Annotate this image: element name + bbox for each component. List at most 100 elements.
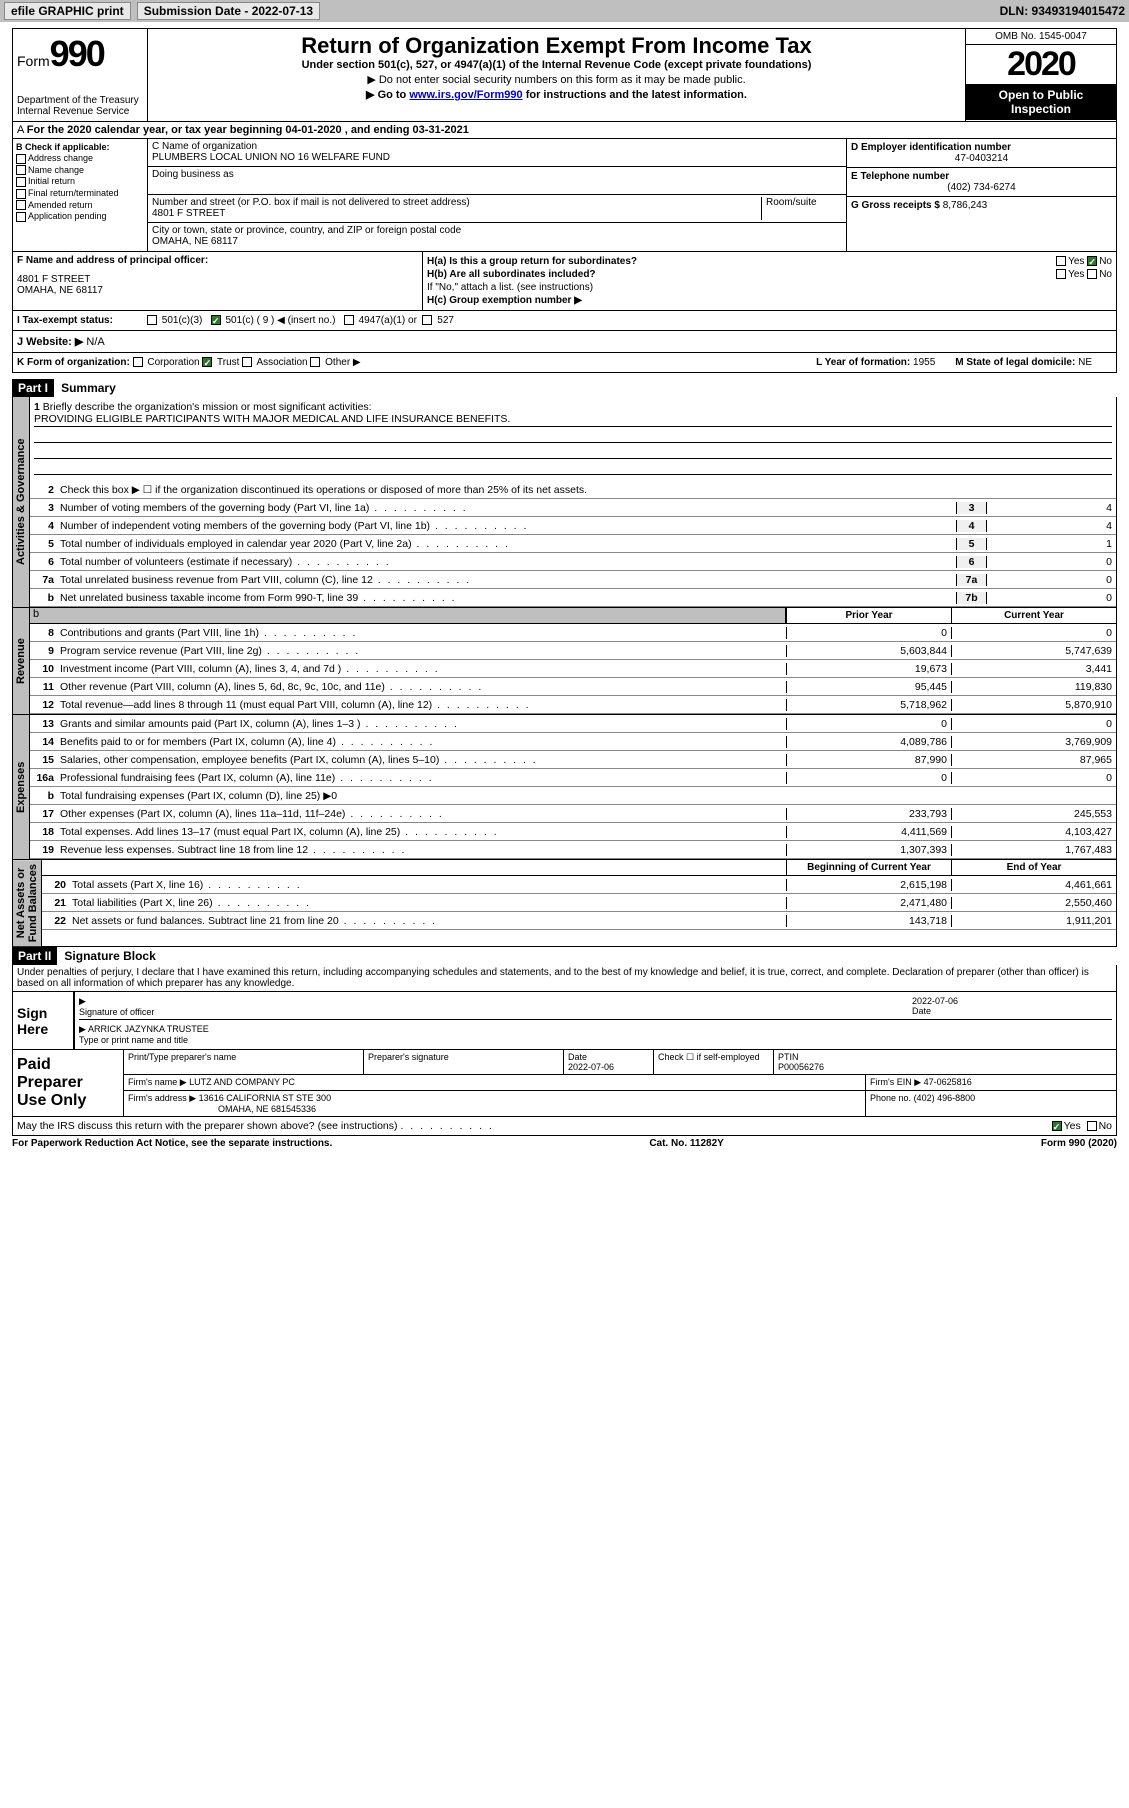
city-value: OMAHA, NE 68117 (152, 236, 842, 247)
chk-501c[interactable]: ✓ (211, 315, 221, 325)
officer-addr2: OMAHA, NE 68117 (17, 285, 418, 296)
sig-date-label: Date (912, 1006, 931, 1016)
e-label: E Telephone number (851, 171, 1112, 182)
chk-trust[interactable]: ✓ (202, 357, 212, 367)
chk-other[interactable] (310, 357, 320, 367)
sig-date-val: 2022-07-06 (912, 996, 958, 1006)
header-line2b: for instructions and the latest informat… (523, 89, 747, 101)
part2-header: Part II (12, 947, 57, 965)
ha-yes[interactable] (1056, 256, 1066, 266)
firm-ein: 47-0625816 (924, 1077, 972, 1087)
hc-label: H(c) Group exemption number ▶ (427, 294, 1112, 307)
website-value: N/A (86, 336, 104, 348)
footer-left: For Paperwork Reduction Act Notice, see … (12, 1138, 332, 1149)
chk-assoc[interactable] (242, 357, 252, 367)
irs-link[interactable]: www.irs.gov/Form990 (409, 89, 522, 101)
type-name-label: Type or print name and title (79, 1035, 188, 1045)
sig-officer-label: Signature of officer (79, 1007, 154, 1017)
header-line2a: ▶ Go to (366, 89, 409, 101)
c-name-label: C Name of organization (152, 141, 842, 152)
form-number: 990 (50, 33, 104, 74)
tax-year-line: A For the 2020 calendar year, or tax yea… (12, 122, 1117, 139)
paid-prep-label: Paid Preparer Use Only (13, 1050, 123, 1116)
ptin-value: P00056276 (778, 1062, 824, 1072)
part1-title: Summary (57, 379, 120, 397)
pp-self-employed: Check ☐ if self-employed (654, 1050, 774, 1074)
officer-name: ARRICK JAZYNKA TRUSTEE (88, 1024, 209, 1034)
end-year-header: End of Year (951, 860, 1116, 875)
penalty-text: Under penalties of perjury, I declare th… (13, 965, 1116, 992)
vert-netassets: Net Assets or Fund Balances (13, 860, 42, 946)
tax-year: 2020 (966, 45, 1116, 84)
officer-addr1: 4801 F STREET (17, 274, 418, 285)
l-value: 1955 (913, 357, 935, 368)
vert-revenue: Revenue (13, 608, 30, 714)
footer-right: Form 990 (2020) (1041, 1138, 1117, 1149)
current-year-header: Current Year (951, 608, 1116, 623)
form-subtitle: Under section 501(c), 527, or 4947(a)(1)… (152, 59, 961, 71)
mission-num: 1 (34, 401, 40, 413)
submission-button[interactable]: Submission Date - 2022-07-13 (137, 2, 320, 20)
checkbox-pending[interactable] (16, 212, 26, 222)
section-b: B Check if applicable: Address change Na… (13, 139, 148, 251)
chk-527[interactable] (422, 315, 432, 325)
m-value: NE (1078, 357, 1092, 368)
part1-header: Part I (12, 379, 54, 397)
vert-governance: Activities & Governance (13, 397, 30, 607)
form-title: Return of Organization Exempt From Incom… (152, 33, 961, 59)
chk-corp[interactable] (133, 357, 143, 367)
pp-sig-label: Preparer's signature (364, 1050, 564, 1074)
mission-label: Briefly describe the organization's miss… (43, 401, 372, 413)
addr-label: Number and street (or P.O. box if mail i… (152, 197, 757, 208)
prior-year-header: Prior Year (786, 608, 951, 623)
line2-text: Check this box ▶ ☐ if the organization d… (58, 483, 1116, 497)
efile-button[interactable]: efile GRAPHIC print (4, 2, 131, 20)
discuss-text: May the IRS discuss this return with the… (17, 1120, 398, 1132)
checkbox-address[interactable] (16, 154, 26, 164)
ein-value: 47-0403214 (851, 153, 1112, 164)
checkbox-final[interactable] (16, 189, 26, 199)
begin-year-header: Beginning of Current Year (786, 860, 951, 875)
firm-addr1: 13616 CALIFORNIA ST STE 300 (199, 1093, 331, 1103)
street-addr: 4801 F STREET (152, 208, 757, 219)
chk-501c3[interactable] (147, 315, 157, 325)
omb-number: OMB No. 1545-0047 (966, 29, 1116, 45)
ha-no[interactable]: ✓ (1087, 256, 1097, 266)
hb-yes[interactable] (1056, 269, 1066, 279)
hb-note: If "No," attach a list. (see instruction… (427, 281, 1112, 294)
f-label: F Name and address of principal officer: (17, 255, 418, 266)
form-word: Form (17, 53, 50, 69)
mission-text: PROVIDING ELIGIBLE PARTICIPANTS WITH MAJ… (34, 413, 1112, 427)
checkbox-amended[interactable] (16, 200, 26, 210)
m-label: M State of legal domicile: (955, 357, 1075, 368)
dba-label: Doing business as (152, 169, 842, 180)
checkbox-name[interactable] (16, 165, 26, 175)
org-name: PLUMBERS LOCAL UNION NO 16 WELFARE FUND (152, 152, 842, 163)
d-label: D Employer identification number (851, 142, 1112, 153)
hb-label: H(b) Are all subordinates included? (427, 269, 596, 280)
firm-phone: (402) 496-8800 (914, 1093, 976, 1103)
dln-text: DLN: 93493194015472 (1000, 4, 1125, 18)
part2-title: Signature Block (60, 947, 159, 965)
footer-mid: Cat. No. 11282Y (649, 1138, 723, 1149)
city-label: City or town, state or province, country… (152, 225, 842, 236)
discuss-no[interactable] (1087, 1121, 1097, 1131)
inspection-badge: Open to Public Inspection (966, 84, 1116, 120)
b-title: B Check if applicable: (16, 142, 144, 152)
chk-4947[interactable] (344, 315, 354, 325)
firm-addr2: OMAHA, NE 681545336 (218, 1104, 316, 1114)
pp-printname-label: Print/Type preparer's name (124, 1050, 364, 1074)
discuss-yes[interactable]: ✓ (1052, 1121, 1062, 1131)
top-bar: efile GRAPHIC print Submission Date - 20… (0, 0, 1129, 22)
j-label: J Website: ▶ (17, 336, 83, 348)
ha-label: H(a) Is this a group return for subordin… (427, 256, 637, 267)
i-label: I Tax-exempt status: (17, 315, 147, 326)
sign-here-label: Sign Here (13, 992, 73, 1049)
checkbox-initial[interactable] (16, 177, 26, 187)
room-label: Room/suite (762, 197, 842, 220)
header-line1: ▶ Do not enter social security numbers o… (152, 73, 961, 86)
form-header: Form990 Department of the Treasury Inter… (12, 28, 1117, 122)
hb-no[interactable] (1087, 269, 1097, 279)
gross-receipts: 8,786,243 (943, 200, 988, 211)
firm-name: LUTZ AND COMPANY PC (189, 1077, 295, 1087)
